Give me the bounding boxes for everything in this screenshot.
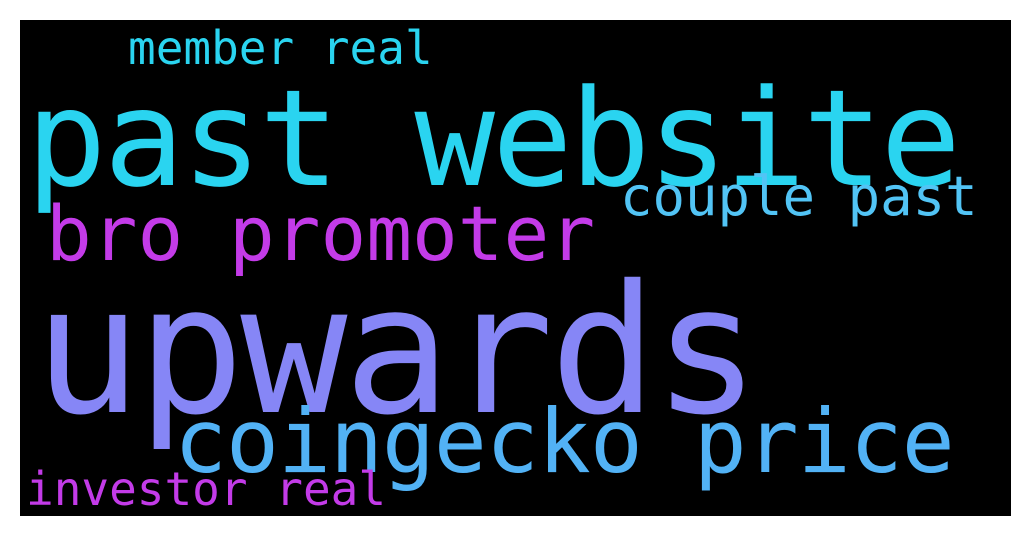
- word-member-real: member real: [128, 21, 433, 75]
- word-past-website: past website: [26, 61, 961, 217]
- word-upwards: upwards: [34, 247, 760, 454]
- word-bro-promoter: bro promoter: [46, 189, 596, 278]
- word-couple-past: couple past: [620, 165, 978, 228]
- word-investor-real: investor real: [26, 462, 387, 516]
- word-coingecko-price: coingecko price: [174, 390, 955, 493]
- word-cloud: member real past website bro promoter co…: [20, 20, 1011, 516]
